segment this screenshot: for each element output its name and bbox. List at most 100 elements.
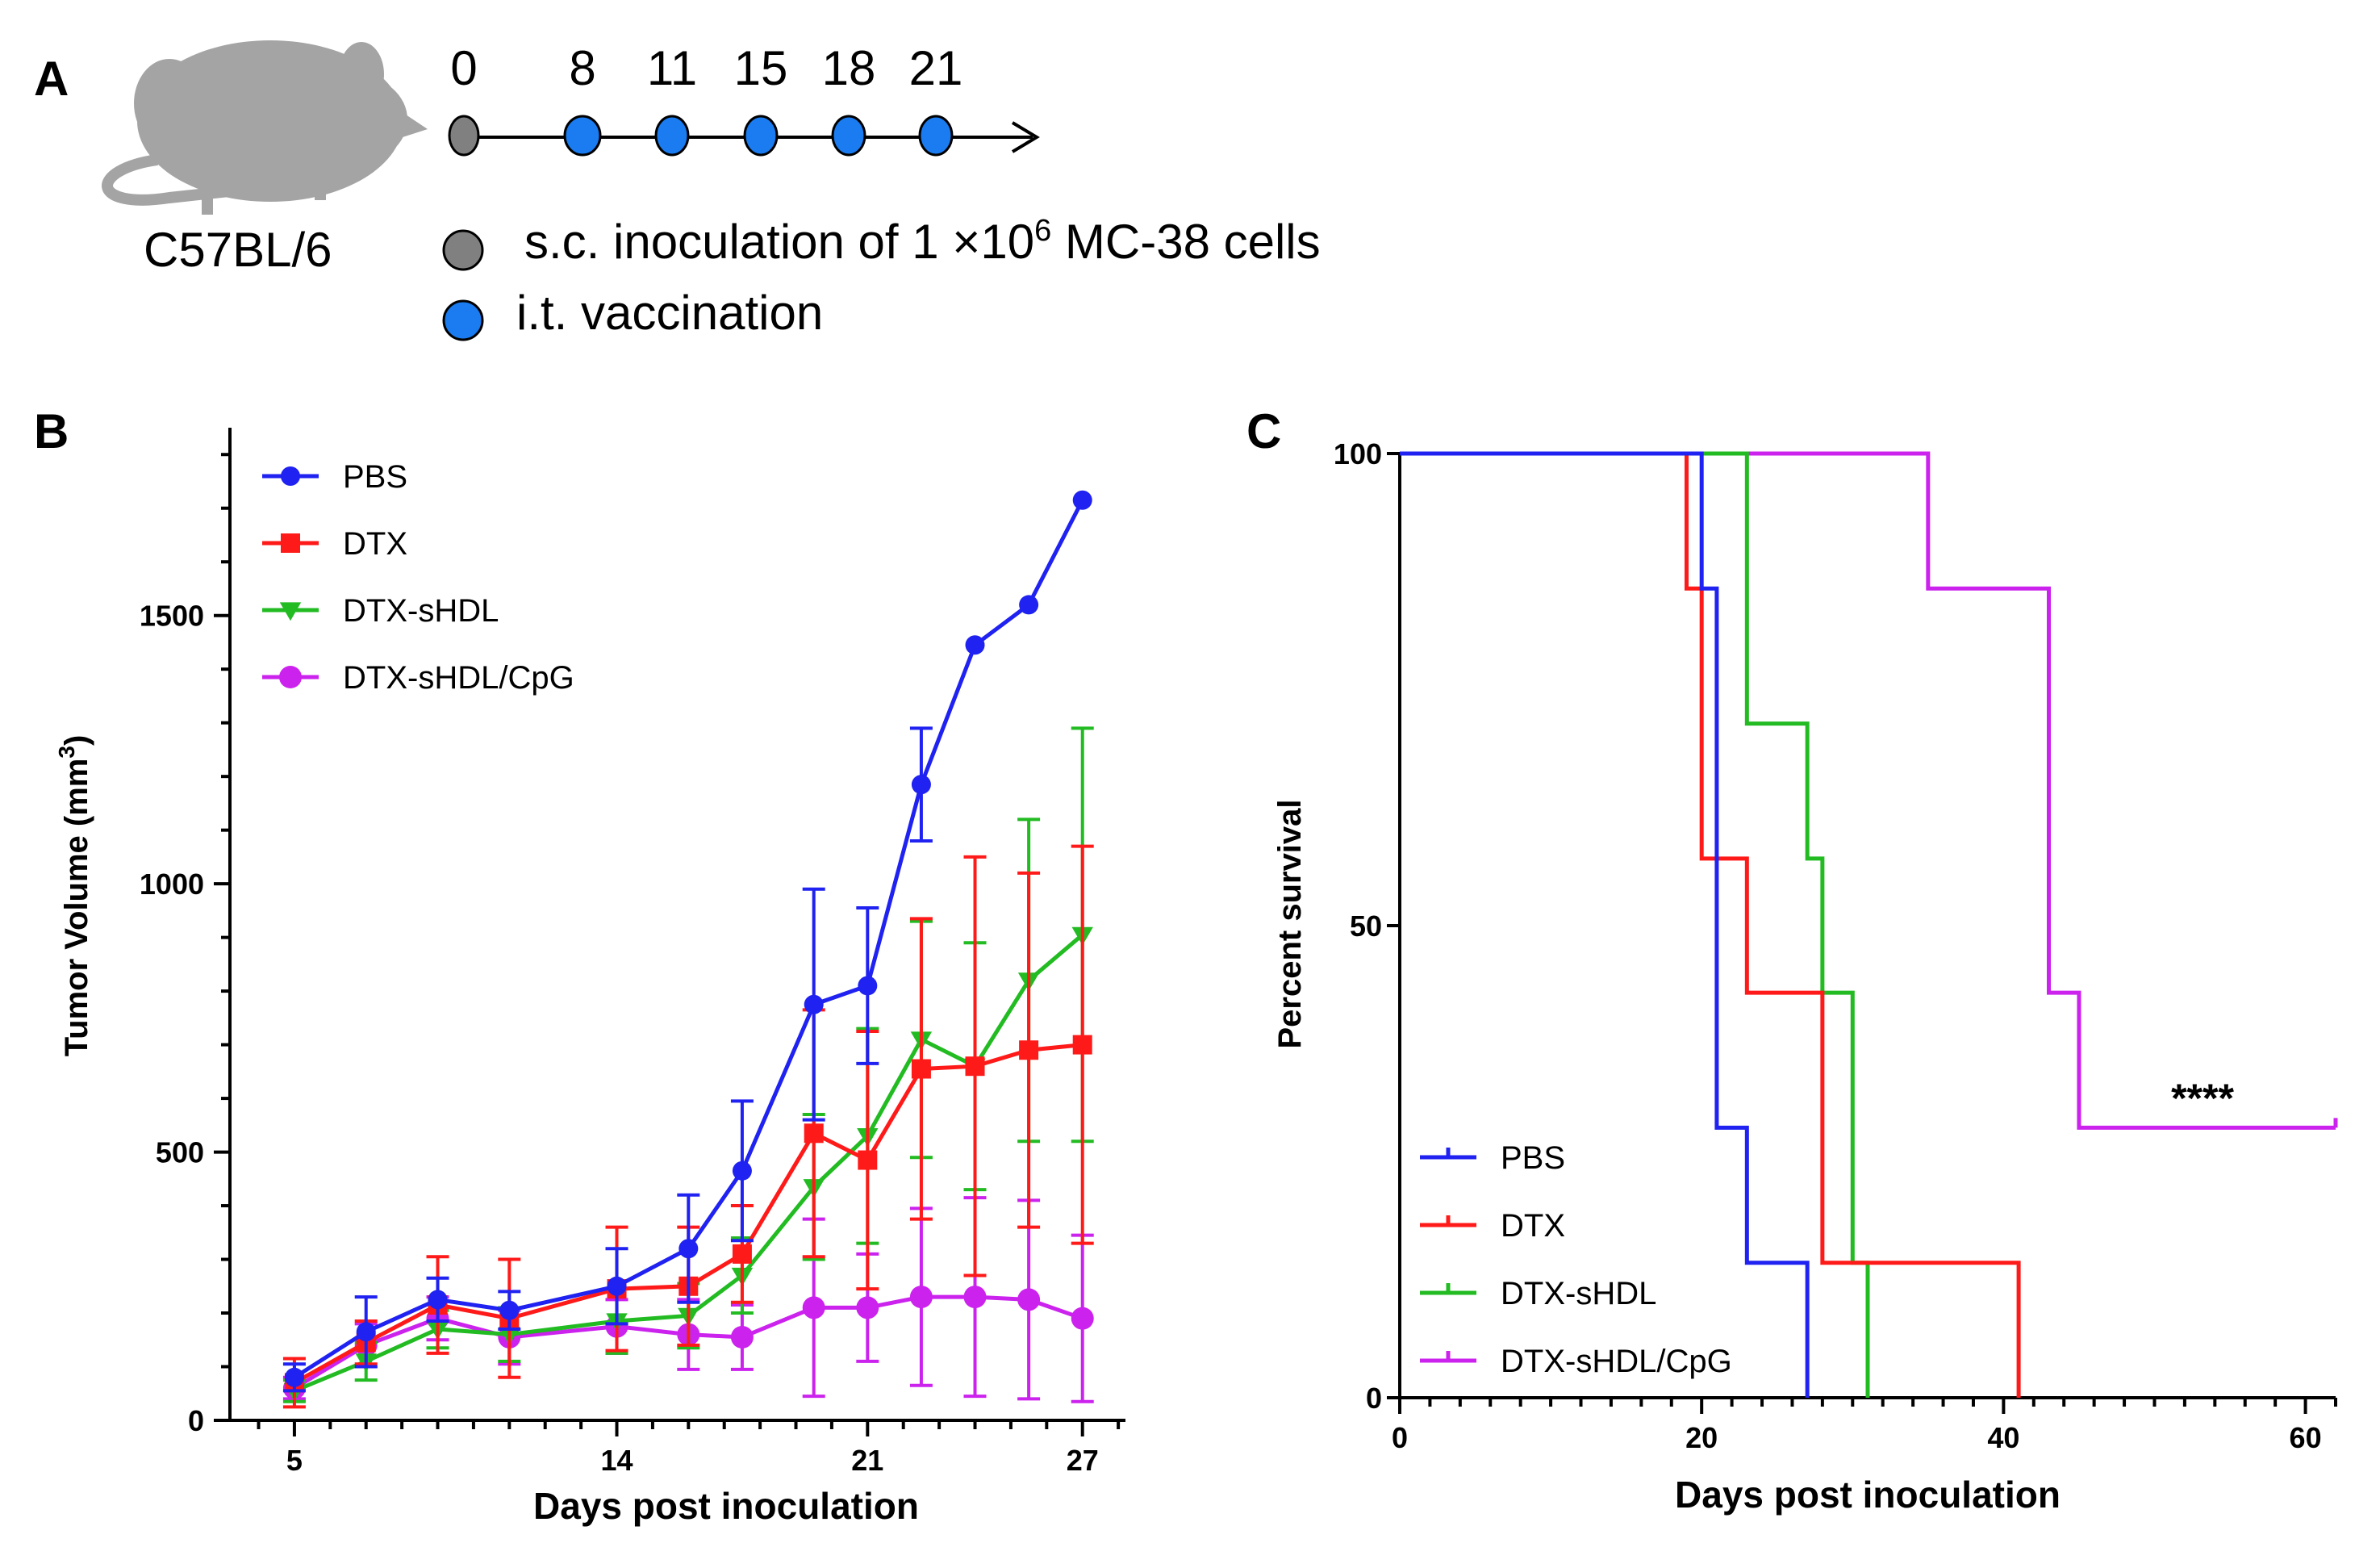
panel-label-b: B <box>34 404 69 458</box>
data-point <box>1019 1040 1039 1060</box>
panel-label-a: A <box>34 52 69 106</box>
legend-marker <box>279 666 302 688</box>
data-point <box>499 1300 520 1320</box>
legend-label: DTX-sHDL/CpG <box>1501 1344 1732 1379</box>
timeline-day-label: 11 <box>647 41 697 95</box>
significance-annotation: **** <box>2171 1076 2234 1121</box>
legend-label: DTX-sHDL <box>343 593 499 629</box>
data-point <box>804 1123 824 1144</box>
data-point <box>732 1244 752 1264</box>
x-tick-label: 60 <box>2290 1421 2322 1454</box>
data-point <box>284 1367 304 1387</box>
panel-a: A C57BL/6 0 8 11 15 18 21 s.c. inoculation of… <box>34 40 1321 341</box>
x-tick-label: 27 <box>1067 1444 1099 1477</box>
mouse-icon <box>102 40 428 215</box>
x-tick-label: 20 <box>1685 1421 1718 1454</box>
data-point <box>1017 1288 1041 1311</box>
survival-series-DTX-sHDL/CpG <box>1400 451 2338 1130</box>
panel-b: B 0 500 1000 1500 5 14 21 27 Days post inoculati… <box>34 404 1125 1527</box>
x-tick-label: 40 <box>1987 1421 2019 1454</box>
timeline-day-label: 8 <box>569 41 595 95</box>
data-point <box>802 1296 825 1319</box>
survival-curve <box>1400 451 2336 1130</box>
data-point <box>911 1059 931 1079</box>
data-point <box>804 994 824 1014</box>
legend-marker <box>281 466 300 486</box>
y-axis-title: Tumor Volume (mm3) <box>54 735 94 1057</box>
data-point <box>356 1322 376 1342</box>
series-PBS <box>282 490 1092 1393</box>
inoculation-legend-text: s.c. inoculation of 1 ×106 MC-38 cells <box>524 214 1321 269</box>
x-tick-label: 0 <box>1392 1421 1408 1454</box>
timeline-node-day-0 <box>448 115 480 157</box>
data-point <box>856 1296 879 1319</box>
timeline-node-day-11 <box>654 115 690 157</box>
data-point <box>963 1286 987 1309</box>
vaccination-marker-icon <box>442 299 484 341</box>
x-tick-label: 14 <box>600 1444 633 1477</box>
y-tick-label: 1000 <box>140 868 204 901</box>
y-tick-label: 100 <box>1334 437 1382 470</box>
panel-label-c: C <box>1246 404 1281 458</box>
legend-label: DTX-sHDL <box>1501 1276 1656 1311</box>
survival-series-DTX <box>1400 451 2021 1398</box>
tumor-volume-chart: 0 500 1000 1500 5 14 21 27 Days post inoculation… <box>54 428 1125 1527</box>
timeline-arrowhead <box>1011 121 1040 153</box>
legend-label: DTX <box>343 526 407 562</box>
data-point <box>428 1290 448 1310</box>
inoculation-marker-icon <box>442 229 484 271</box>
survival-curve <box>1400 451 1870 1398</box>
timeline-day-label: 15 <box>734 41 788 95</box>
x-tick-label: 21 <box>851 1444 883 1477</box>
data-point <box>965 1056 985 1077</box>
timeline-node-day-18 <box>831 115 866 157</box>
timeline-node-day-21 <box>918 115 954 157</box>
data-point <box>858 1150 878 1170</box>
data-point <box>858 976 878 996</box>
data-point <box>965 635 985 655</box>
legend-label: PBS <box>1501 1140 1565 1176</box>
y-tick-label: 500 <box>156 1136 204 1169</box>
timeline-legend: s.c. inoculation of 1 ×106 MC-38 cells i… <box>442 214 1321 341</box>
mouse-strain-label: C57BL/6 <box>144 223 332 277</box>
timeline-day-label: 0 <box>450 41 477 95</box>
survival-series-DTX-sHDL <box>1400 451 1870 1398</box>
data-point <box>730 1325 754 1349</box>
y-axis-title: Percent survival <box>1272 799 1308 1048</box>
x-axis-title: Days post inoculation <box>1675 1474 2061 1516</box>
legend-marker <box>279 602 302 621</box>
timeline-node-day-15 <box>743 115 779 157</box>
panel-c: C 0 50 100 0 20 40 60 Days post inoculation Perc… <box>1246 404 2338 1516</box>
x-tick-label: 5 <box>286 1444 303 1477</box>
data-point <box>607 1276 627 1296</box>
series-DTX <box>282 844 1094 1409</box>
x-axis-title: Days post inoculation <box>533 1485 919 1527</box>
legend-label: DTX <box>1501 1208 1565 1244</box>
data-point <box>1071 1307 1094 1330</box>
y-tick-label: 0 <box>1366 1382 1382 1415</box>
survival-curve <box>1400 451 2021 1398</box>
survival-series-PBS <box>1400 451 1810 1398</box>
data-point <box>1072 1035 1092 1055</box>
data-point <box>911 775 931 795</box>
data-point <box>1072 490 1092 510</box>
vaccination-legend-text: i.t. vaccination <box>516 286 823 340</box>
data-point <box>732 1160 752 1181</box>
timeline: 0 8 11 15 18 21 <box>448 41 1040 157</box>
timeline-node-day-8 <box>563 115 602 157</box>
legend-marker <box>281 533 300 553</box>
survival-curve <box>1400 451 1810 1398</box>
survival-chart: 0 50 100 0 20 40 60 Days post inoculation Percen… <box>1272 437 2338 1516</box>
legend-label: DTX-sHDL/CpG <box>343 660 574 696</box>
legend-label: PBS <box>343 459 407 495</box>
legend: PBS DTX DTX-sHDL DTX-sHDL/CpG <box>1420 1140 1732 1379</box>
data-point <box>909 1286 933 1309</box>
y-tick-label: 1500 <box>140 600 204 633</box>
timeline-day-label: 21 <box>909 41 963 95</box>
data-point <box>1019 595 1039 615</box>
timeline-day-label: 18 <box>822 41 876 95</box>
y-tick-label: 50 <box>1350 909 1382 943</box>
y-tick-label: 0 <box>188 1404 204 1437</box>
legend: PBS DTX DTX-sHDL DTX-sHDL/CpG <box>262 459 574 696</box>
